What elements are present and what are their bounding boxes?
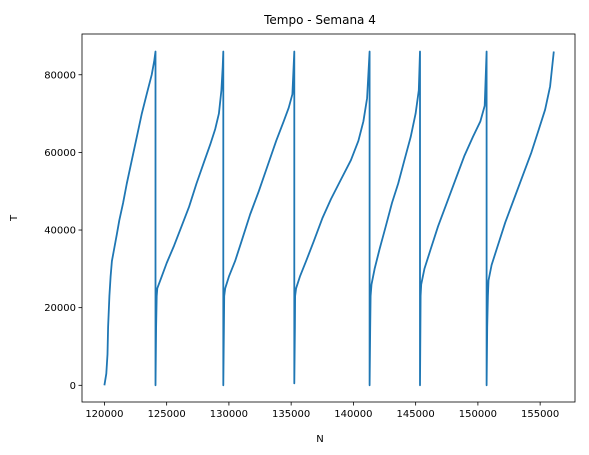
x-tick-label-140000: 140000 [334, 409, 372, 420]
x-tick-label-130000: 130000 [210, 409, 248, 420]
y-tick-label-80000: 80000 [44, 70, 76, 81]
y-tick-label-40000: 40000 [44, 226, 76, 237]
x-tick-label-145000: 145000 [397, 409, 435, 420]
x-tick-label-125000: 125000 [148, 409, 186, 420]
plot-area: 120000 125000 130000 135000 140000 145000 1500… [44, 33, 576, 420]
chart-title: Tempo - Semana 4 [263, 13, 376, 27]
series-line-1 [103, 50, 555, 387]
plot-frame [81, 33, 576, 403]
y-tick-label-0: 0 [70, 381, 76, 392]
x-tick-label-120000: 120000 [85, 409, 123, 420]
y-tick-label-60000: 60000 [44, 148, 76, 159]
y-tick-label-20000: 20000 [44, 303, 76, 314]
x-axis-label: N [316, 434, 323, 445]
y-axis-label: T [9, 214, 20, 222]
x-tick-label-135000: 135000 [272, 409, 310, 420]
x-tick-label-150000: 150000 [459, 409, 497, 420]
x-tick-label-155000: 155000 [521, 409, 559, 420]
